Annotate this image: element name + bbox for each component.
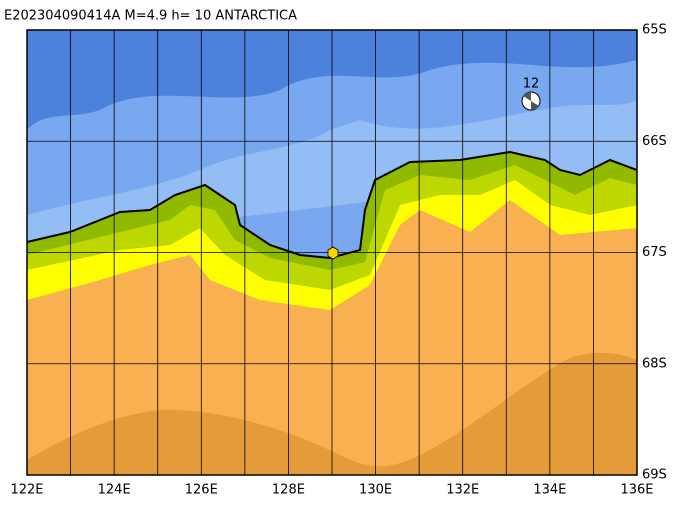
map-frame [26, 29, 638, 476]
map-title: E202304090414A M=4.9 h= 10 ANTARCTICA [4, 9, 297, 24]
lon-label: 126E [185, 483, 218, 498]
deep-ocean [27, 30, 637, 130]
lat-label: 66S [642, 134, 667, 149]
epicenter [327, 246, 339, 260]
lat-label: 67S [642, 245, 667, 260]
lon-label: 130E [359, 483, 392, 498]
coastline [26, 150, 638, 260]
lon-label: 136E [620, 483, 653, 498]
land-dark-orange [27, 352, 637, 475]
beach-ball-quadrants [523, 91, 539, 111]
beach-ball-label: 12 [523, 77, 540, 92]
lon-label: 128E [272, 483, 305, 498]
map-area: 12 [26, 29, 638, 476]
lat-label: 68S [642, 356, 667, 371]
lat-label: 65S [642, 23, 667, 38]
lat-label: 69S [642, 468, 667, 483]
lon-label: 122E [10, 483, 43, 498]
lon-label: 132E [446, 483, 479, 498]
lon-label: 124E [98, 483, 131, 498]
lon-label: 134E [533, 483, 566, 498]
